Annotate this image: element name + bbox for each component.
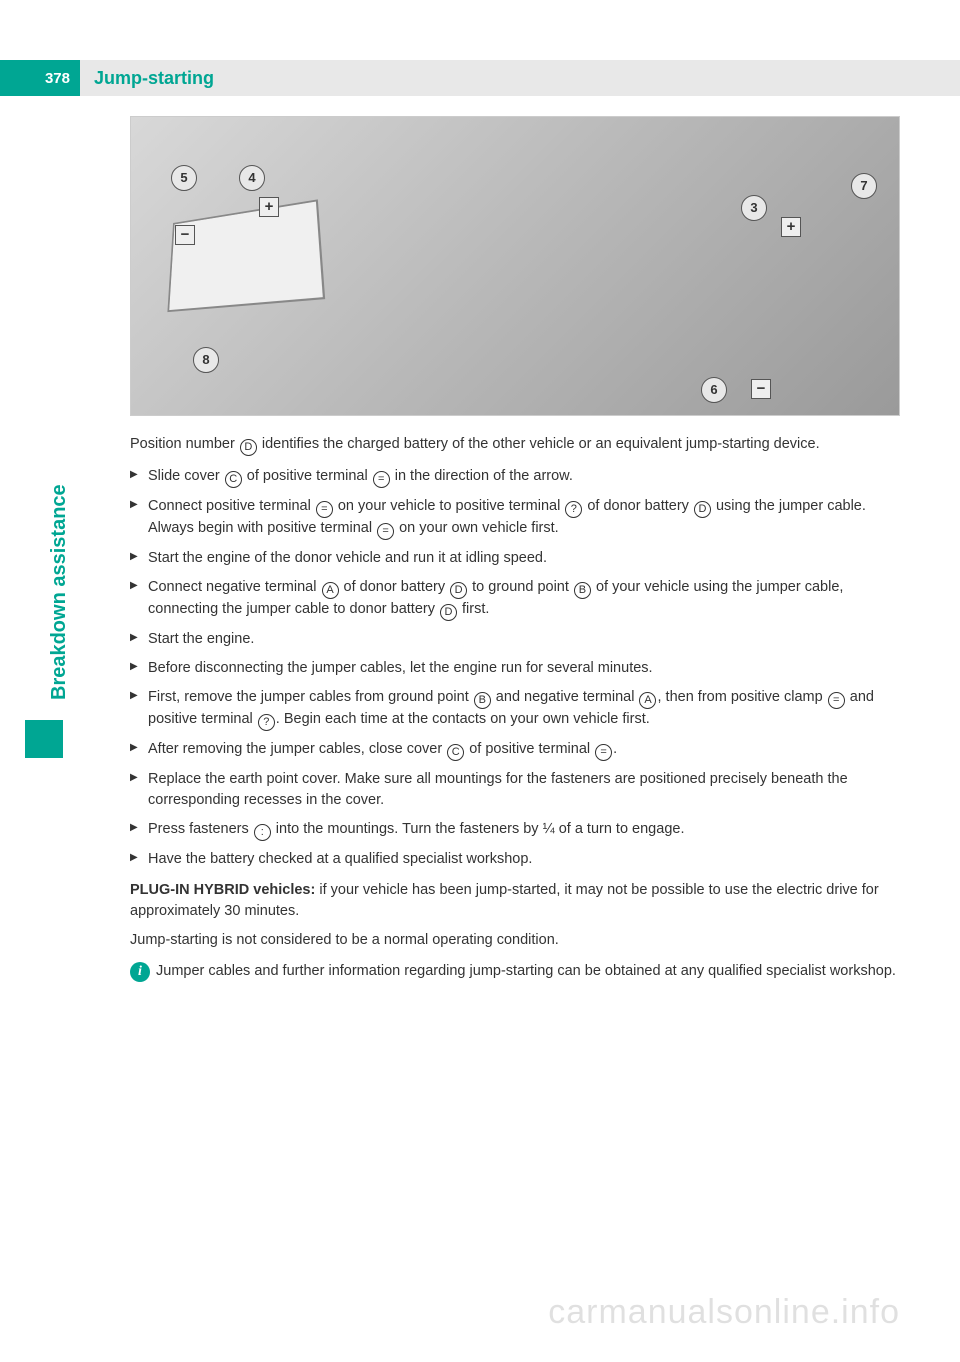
inline-symbol: = [595, 744, 612, 761]
step-item: After removing the jumper cables, close … [130, 739, 900, 761]
inline-symbol: B [574, 582, 591, 599]
watermark: carmanualsonline.info [548, 1293, 900, 1332]
side-section-label: Breakdown assistance [48, 484, 71, 700]
figure-badge-6: 6 [701, 377, 727, 403]
step-item: First, remove the jumper cables from gro… [130, 687, 900, 731]
header-bar: 378 Jump-starting [0, 60, 960, 96]
inline-symbol: C [447, 744, 464, 761]
step-item: Start the engine. [130, 629, 900, 650]
step-item: Replace the earth point cover. Make sure… [130, 769, 900, 811]
content-area: 5 4 8 3 7 6 + − + − Position number D identifies … [130, 116, 900, 982]
inline-symbol: D [694, 501, 711, 518]
donor-battery-shape [167, 199, 325, 312]
polarity-sign: + [259, 197, 279, 217]
hybrid-bold: PLUG-IN HYBRID vehicles: [130, 882, 315, 898]
step-item: Slide cover C of positive terminal = in … [130, 466, 900, 488]
info-note-text: Jumper cables and further information re… [156, 961, 896, 982]
side-tab [25, 720, 63, 758]
inline-symbol: : [254, 824, 271, 841]
step-item: Connect positive terminal = on your vehi… [130, 496, 900, 540]
page-title: Jump-starting [80, 60, 960, 96]
inline-symbol: D [240, 439, 257, 456]
polarity-sign: − [175, 225, 195, 245]
inline-symbol: C [225, 471, 242, 488]
step-item: Have the battery checked at a qualified … [130, 849, 900, 870]
inline-symbol: D [440, 604, 457, 621]
polarity-sign: + [781, 217, 801, 237]
step-item: Before disconnecting the jumper cables, … [130, 658, 900, 679]
intro-paragraph: Position number D identifies the charged… [130, 434, 900, 456]
inline-symbol: A [322, 582, 339, 599]
step-item: Start the engine of the donor vehicle an… [130, 548, 900, 569]
figure-badge-3: 3 [741, 195, 767, 221]
inline-symbol: D [450, 582, 467, 599]
info-note: i Jumper cables and further information … [130, 961, 900, 982]
info-icon: i [130, 962, 150, 982]
page-number: 378 [0, 60, 80, 96]
inline-symbol: = [828, 692, 845, 709]
hybrid-note: PLUG-IN HYBRID vehicles: if your vehicle… [130, 880, 900, 922]
inline-symbol: A [639, 692, 656, 709]
step-item: Connect negative terminal A of donor bat… [130, 577, 900, 621]
inline-symbol: = [316, 501, 333, 518]
figure-badge-5: 5 [171, 165, 197, 191]
inline-symbol: ? [258, 714, 275, 731]
polarity-sign: − [751, 379, 771, 399]
plain-paragraph: Jump-starting is not considered to be a … [130, 930, 900, 951]
jump-start-figure: 5 4 8 3 7 6 + − + − [130, 116, 900, 416]
figure-badge-8: 8 [193, 347, 219, 373]
inline-symbol: = [377, 523, 394, 540]
figure-badge-7: 7 [851, 173, 877, 199]
step-list: Slide cover C of positive terminal = in … [130, 466, 900, 870]
inline-symbol: B [474, 692, 491, 709]
inline-symbol: = [373, 471, 390, 488]
figure-badge-4: 4 [239, 165, 265, 191]
inline-symbol: ? [565, 501, 582, 518]
step-item: Press fasteners : into the mountings. Tu… [130, 819, 900, 841]
